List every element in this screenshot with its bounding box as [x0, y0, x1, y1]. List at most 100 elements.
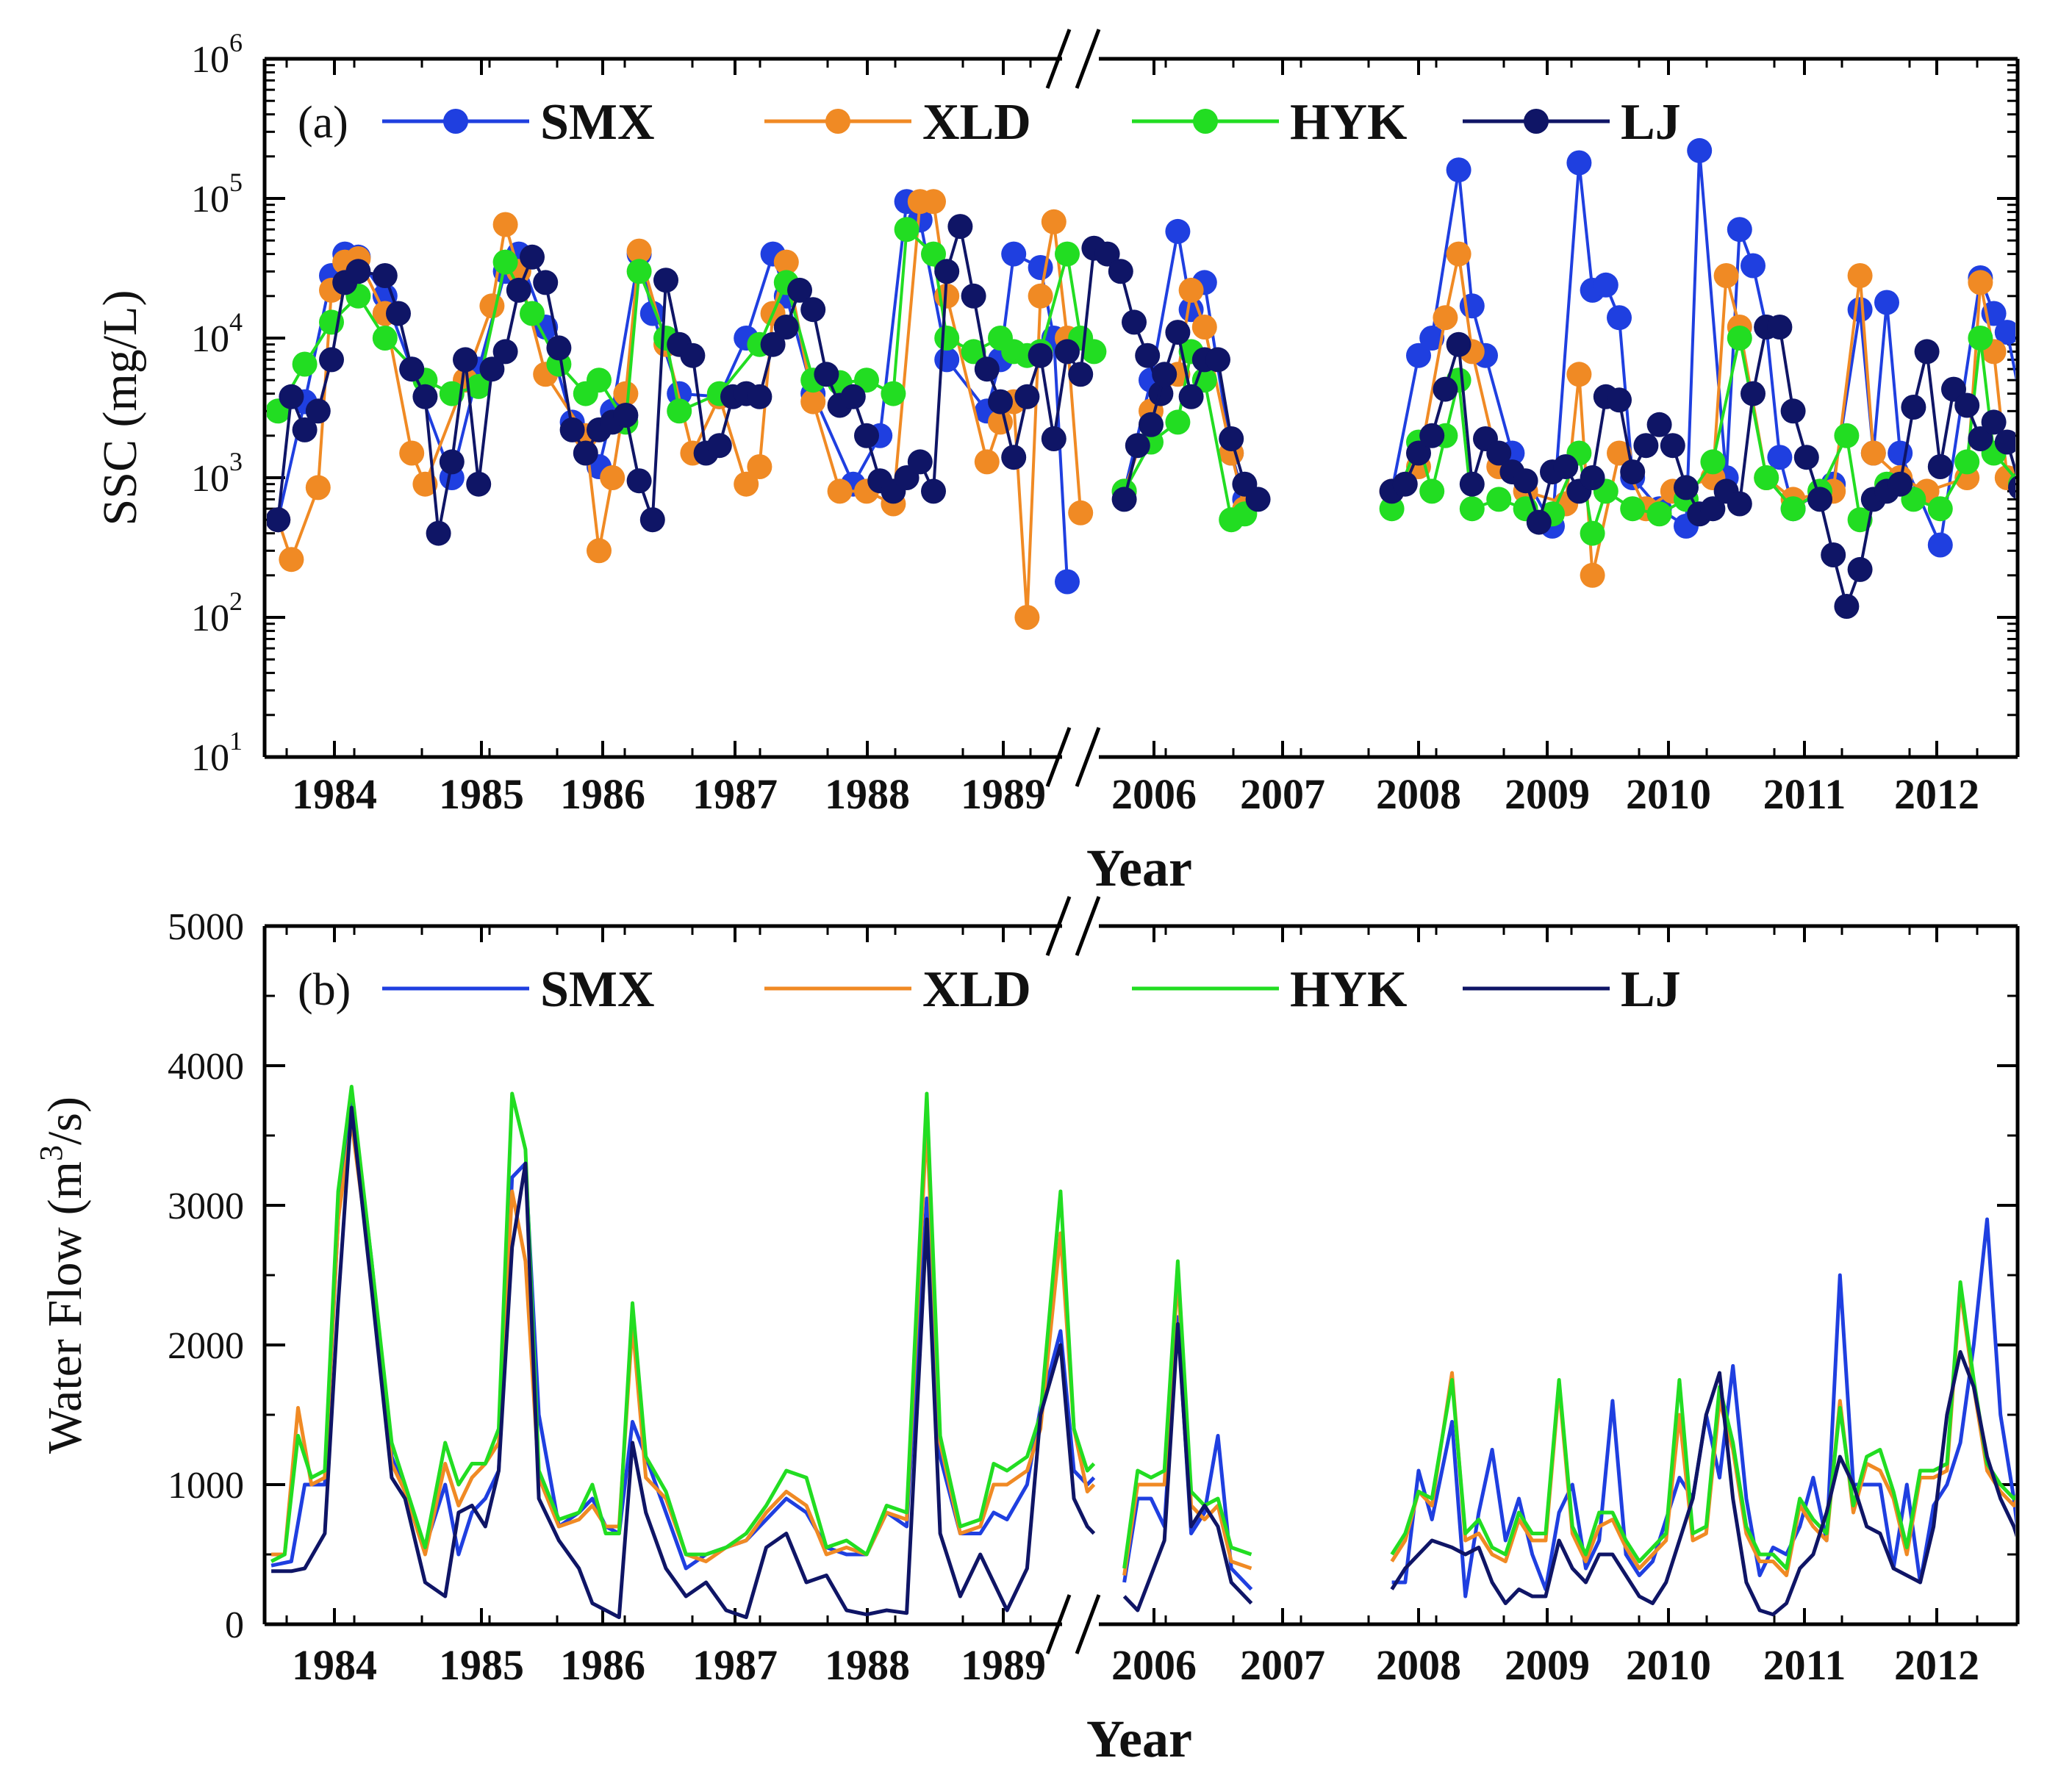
panel-b: 1984 1985 1986 1987 1988 1989 2006 2007 2008 2009… — [33, 896, 2020, 1768]
data-point-lj — [1793, 445, 1819, 470]
data-point-lj — [1646, 412, 1672, 437]
data-point-hyk — [1081, 339, 1107, 365]
legend-marker-lj — [1524, 109, 1549, 134]
x-tick-label: 1988 — [825, 770, 910, 818]
data-point-lj — [706, 433, 732, 459]
data-point-xld — [492, 212, 518, 237]
y-tick-base: 10 — [191, 39, 229, 81]
x-tick-label: 1989 — [961, 770, 1046, 818]
data-point-lj — [787, 277, 812, 303]
x-tick-label: 1985 — [439, 770, 524, 818]
data-point-xld — [2021, 472, 2046, 497]
data-point-lj — [626, 468, 652, 494]
data-point-hyk — [1727, 326, 1752, 351]
axis-break-mark — [1045, 896, 1072, 956]
x-tick-label: 1988 — [825, 1641, 910, 1689]
data-point-lj — [1486, 440, 1512, 466]
legend-label-lj: LJ — [1621, 94, 1681, 151]
data-point-xld — [1191, 315, 1217, 340]
legend-label-hyk: HYK — [1290, 961, 1407, 1018]
data-point-xld — [1028, 283, 1053, 309]
series-line-xld — [271, 1119, 1096, 1563]
axis-break-mark — [1045, 29, 1072, 89]
data-point-smx — [1767, 445, 1793, 470]
x-tick-label: 2010 — [1626, 770, 1711, 818]
data-point-lj — [479, 356, 505, 382]
data-point-lj — [1446, 331, 1471, 357]
data-point-lj — [840, 384, 866, 409]
data-point-lj — [1968, 426, 1993, 451]
data-point-hyk — [961, 339, 986, 365]
data-point-lj — [1741, 381, 1765, 406]
data-point-lj — [1055, 339, 1080, 365]
x-tick-label: 2008 — [1376, 770, 1461, 818]
data-point-lj — [1139, 412, 1164, 437]
series-xld — [267, 189, 2046, 630]
data-point-lj — [1994, 429, 2015, 455]
x-tick-label: 2009 — [1505, 1641, 1590, 1689]
data-point-xld — [734, 471, 759, 497]
data-point-lj — [559, 417, 585, 442]
data-point-lj — [1406, 440, 1431, 466]
data-point-smx — [1888, 440, 1913, 466]
data-point-smx — [1874, 290, 1899, 315]
axis-break-mark — [1075, 1594, 1101, 1654]
data-point-lj — [760, 331, 786, 357]
series-line-lj — [1390, 1350, 2015, 1617]
data-point-smx — [1927, 532, 1953, 558]
x-tick-label: 2007 — [1240, 770, 1325, 818]
data-point-lj — [279, 384, 304, 409]
legend: SMX XLD HYK LJ — [382, 94, 1681, 151]
data-point-smx — [1028, 255, 1053, 280]
data-point-xld — [1607, 440, 1632, 466]
y-axis-title-main: Water Flow (m — [38, 1161, 92, 1454]
data-point-xld — [1178, 277, 1204, 303]
data-point-lj — [399, 356, 425, 382]
data-point-smx — [2035, 437, 2060, 462]
data-point-xld — [1446, 241, 1471, 267]
data-point-lj — [453, 347, 478, 373]
series-line-lj — [271, 1105, 1096, 1619]
data-point-lj — [372, 263, 398, 288]
data-point-hyk — [921, 241, 946, 267]
axis-break-mark — [1045, 1594, 1072, 1654]
x-tick-label: 2011 — [1763, 1641, 1846, 1689]
data-point-lj — [639, 507, 665, 533]
data-point-lj — [947, 214, 973, 240]
data-point-xld — [587, 538, 612, 564]
x-tick-label: 1987 — [692, 770, 778, 818]
data-point-smx — [1446, 157, 1471, 183]
data-point-lj — [1111, 487, 1137, 512]
axis-break-mark — [1075, 896, 1101, 956]
data-point-lj — [1927, 454, 1953, 479]
x-tick-label: 1987 — [692, 1641, 778, 1689]
series-line-hyk — [270, 1085, 1096, 1563]
data-point-xld — [1433, 305, 1458, 331]
data-point-lj — [533, 270, 559, 295]
y-tick-label: 1000 — [168, 1465, 244, 1507]
axis-break-mark — [1075, 727, 1101, 787]
data-point-xld — [626, 238, 652, 264]
x-tick-label: 1985 — [439, 1641, 524, 1689]
series-lj — [267, 214, 2046, 619]
legend-label-xld: XLD — [922, 94, 1031, 151]
x-tick-label: 2007 — [1240, 1641, 1325, 1689]
y-tick-base: 10 — [191, 318, 229, 360]
data-point-xld — [1068, 500, 1094, 525]
data-point-smx — [1727, 217, 1752, 243]
x-tick-label: 1989 — [961, 1641, 1046, 1689]
data-point-lj — [1219, 426, 1244, 451]
data-point-hyk — [1379, 496, 1405, 522]
data-point-lj — [1580, 465, 1605, 490]
data-point-hyk — [1954, 449, 1980, 475]
y-tick-exponent: 4 — [229, 307, 243, 337]
data-point-lj — [1148, 381, 1174, 406]
series-line-lj — [1122, 1322, 1253, 1612]
data-point-hyk — [1754, 465, 1779, 490]
x-tick-label: 1986 — [560, 1641, 645, 1689]
data-point-hyk — [1486, 487, 1512, 512]
data-point-smx — [2021, 454, 2046, 479]
data-point-hyk — [626, 259, 652, 284]
data-point-lj — [680, 342, 706, 368]
data-point-lj — [2021, 459, 2046, 484]
